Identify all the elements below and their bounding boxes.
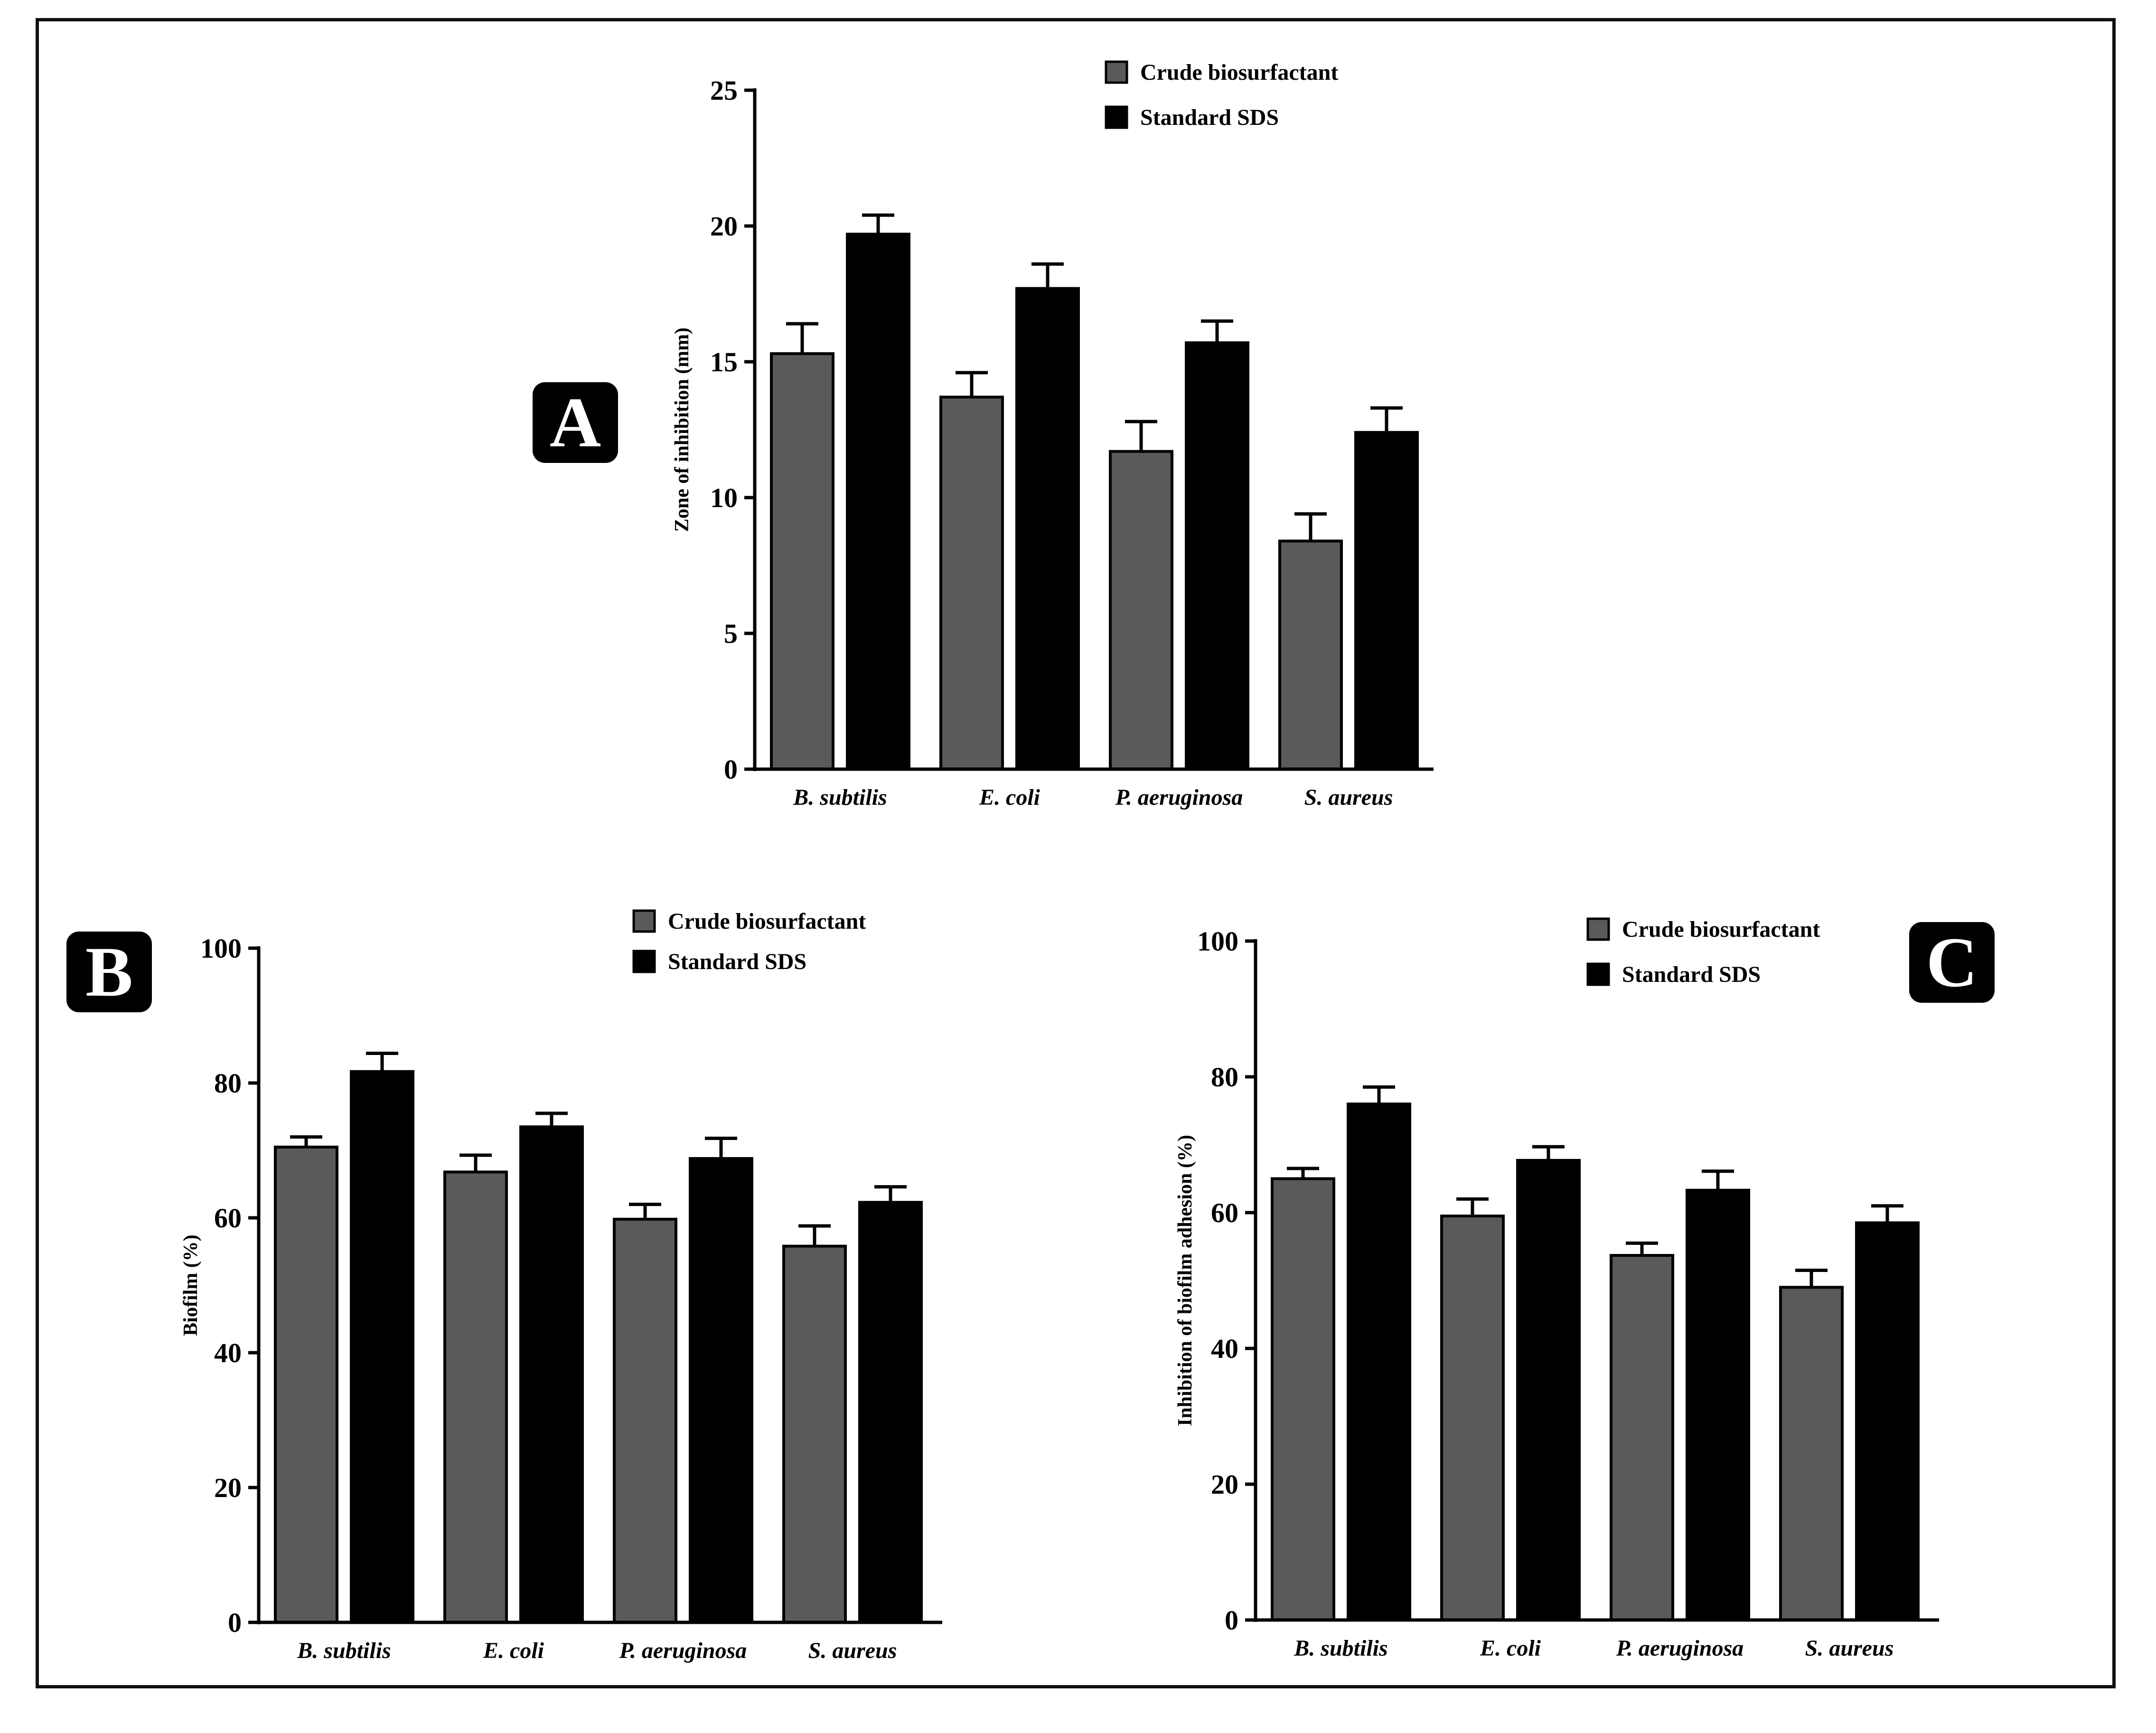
panel-b-bar-sds-0 xyxy=(350,1070,414,1624)
panel-b-y-tick-label-5: 100 xyxy=(200,933,242,964)
panel-b-category-label-1: E. coli xyxy=(483,1638,544,1663)
panel-a-y-tick-label-2: 10 xyxy=(710,482,738,513)
panel-a-bar-crude-0 xyxy=(770,352,834,771)
panel-b-label: B xyxy=(66,932,152,1012)
panel-b-category-label-3: S. aureus xyxy=(808,1638,897,1663)
panel-c-y-tick-label-2: 40 xyxy=(1211,1333,1238,1364)
panel-c-bar-crude-1 xyxy=(1440,1215,1505,1621)
panel-b-y-tick-label-4: 80 xyxy=(214,1068,242,1099)
panel-b-y-tick-label-2: 40 xyxy=(214,1337,242,1368)
panel-b-category-label-2: P. aeruginosa xyxy=(619,1638,747,1663)
panel-c-y-tick-label-4: 80 xyxy=(1211,1062,1238,1093)
panel-a-bar-sds-3 xyxy=(1354,431,1419,771)
panel-c-bar-crude-2 xyxy=(1610,1254,1674,1622)
panel-a-legend-swatch-sds xyxy=(1105,105,1128,129)
panel-a-bar-crude-1 xyxy=(939,396,1004,771)
panel-c-category-label-2: P. aeruginosa xyxy=(1616,1636,1744,1661)
panel-a-category-label-2: P. aeruginosa xyxy=(1115,785,1243,810)
panel-c-bar-crude-3 xyxy=(1779,1286,1844,1622)
panel-a-category-label-0: B. subtilis xyxy=(793,785,887,810)
panel-c-category-label-1: E. coli xyxy=(1480,1636,1541,1661)
panel-b-bar-crude-1 xyxy=(443,1170,508,1624)
panel-c-legend-label-sds: Standard SDS xyxy=(1622,962,1761,987)
panel-b-bar-crude-0 xyxy=(274,1145,338,1624)
panel-c-y-tick-label-0: 0 xyxy=(1225,1605,1238,1636)
panel-a-legend-label-sds: Standard SDS xyxy=(1140,105,1279,130)
panel-c-legend-swatch-crude xyxy=(1586,917,1610,941)
panel-c-category-label-0: B. subtilis xyxy=(1294,1636,1387,1661)
panel-c-label: C xyxy=(1909,922,1995,1003)
panel-a-y-axis-title: Zone of inhibition (mm) xyxy=(671,328,693,532)
panel-b-y-tick-label-1: 20 xyxy=(214,1472,242,1503)
panel-a-y-tick-label-5: 25 xyxy=(710,75,738,106)
panel-b-bar-crude-2 xyxy=(613,1217,677,1624)
panel-b-legend-swatch-sds xyxy=(632,950,656,973)
panel-a-legend-swatch-crude xyxy=(1105,60,1128,84)
panel-c-legend-swatch-sds xyxy=(1586,962,1610,986)
panel-b-legend-label-crude: Crude biosurfactant xyxy=(668,909,866,934)
panel-a-bar-sds-2 xyxy=(1185,341,1249,771)
panel-c-legend-label-crude: Crude biosurfactant xyxy=(1622,917,1820,942)
panel-b-y-tick-label-0: 0 xyxy=(228,1607,242,1638)
panel-b-legend-swatch-crude xyxy=(632,909,656,933)
panel-a-y-tick-label-0: 0 xyxy=(724,754,738,785)
panel-a-category-label-1: E. coli xyxy=(979,785,1041,810)
panel-c-bar-sds-2 xyxy=(1686,1188,1750,1622)
panel-b-category-label-0: B. subtilis xyxy=(297,1638,391,1663)
panel-a-bar-crude-2 xyxy=(1109,450,1173,771)
panel-c-y-axis-title: Inhibition of biofilm adhesion (%) xyxy=(1174,1135,1196,1426)
panel-c-y-tick-label-3: 60 xyxy=(1211,1197,1238,1228)
panel-b-bar-sds-1 xyxy=(519,1125,584,1624)
panel-a-label: A xyxy=(533,382,618,463)
panel-a-bar-crude-3 xyxy=(1278,539,1343,771)
panel-c-bar-sds-0 xyxy=(1347,1102,1411,1621)
panel-c-bar-crude-0 xyxy=(1271,1177,1335,1621)
panel-a-y-tick-label-4: 20 xyxy=(710,211,738,242)
panel-a-bar-sds-0 xyxy=(846,233,910,771)
panel-b-bar-sds-2 xyxy=(689,1157,753,1624)
panel-b-legend-label-sds: Standard SDS xyxy=(668,949,806,974)
panel-a-y-tick-label-1: 5 xyxy=(724,618,738,649)
panel-a-legend-label-crude: Crude biosurfactant xyxy=(1140,60,1338,85)
panel-c-y-tick-label-5: 100 xyxy=(1197,926,1238,957)
panel-c-bar-sds-1 xyxy=(1516,1158,1581,1621)
figure-frame xyxy=(36,18,2116,1688)
panel-c-y-tick-label-1: 20 xyxy=(1211,1469,1238,1500)
panel-b-bar-sds-3 xyxy=(858,1201,923,1624)
panel-a-bar-sds-1 xyxy=(1015,287,1080,771)
panel-b-y-tick-label-3: 60 xyxy=(214,1203,242,1234)
panel-a-category-label-3: S. aureus xyxy=(1304,785,1393,810)
panel-c-bar-sds-3 xyxy=(1855,1221,1920,1621)
panel-b-bar-crude-3 xyxy=(782,1244,847,1624)
panel-c-category-label-3: S. aureus xyxy=(1805,1636,1894,1661)
panel-a-y-tick-label-3: 15 xyxy=(710,347,738,377)
panel-b-y-axis-title: Biofilm (%) xyxy=(180,1234,202,1336)
